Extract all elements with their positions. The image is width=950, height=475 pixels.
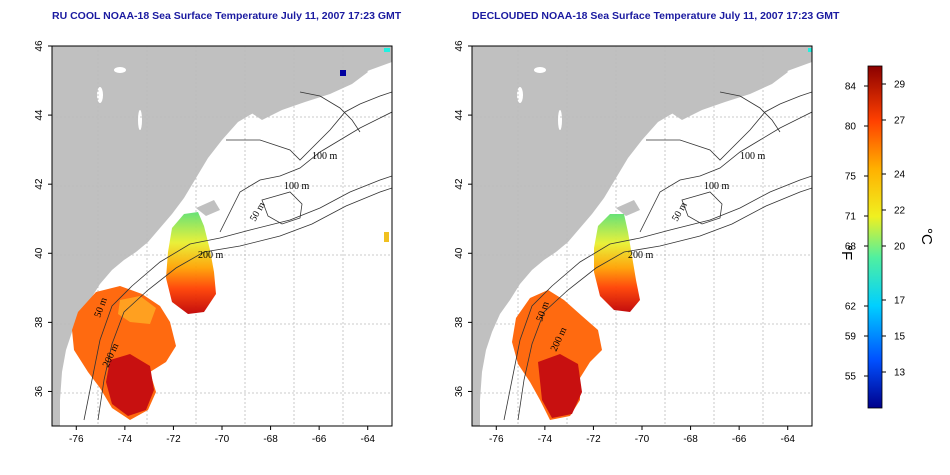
lat-tick-label: 44 — [34, 109, 45, 121]
lon-tick-label: -76 — [69, 434, 84, 445]
right-map-panel: 100 m 100 m 50 m 200 m 50 m 200 m -76 -74… — [454, 40, 813, 445]
lon-tick-label: -64 — [780, 434, 795, 445]
lon-tick-label: -68 — [263, 434, 278, 445]
lon-tick-label: -76 — [489, 434, 504, 445]
lake — [534, 67, 546, 73]
lon-tick-label: -68 — [683, 434, 698, 445]
lon-tick-label: -74 — [538, 434, 553, 445]
land-mass — [472, 46, 812, 426]
celsius-tick-label: 24 — [894, 170, 906, 181]
left-map-panel: 100 m 100 m 50 m 200 m 50 m 200 m -76 -74… — [34, 40, 393, 445]
lake — [558, 110, 562, 130]
fahrenheit-tick-label: 80 — [845, 122, 857, 133]
right-map-title: DECLOUDED NOAA-18 Sea Surface Temperatur… — [472, 10, 840, 22]
lat-tick-label: 36 — [34, 385, 45, 397]
sst-speck — [384, 48, 390, 52]
land-peninsula — [670, 64, 788, 120]
colorbar-gradient — [867, 65, 883, 409]
contour-label-100m-b: 100 m — [284, 181, 310, 192]
lon-tick-label: -74 — [118, 434, 133, 445]
fahrenheit-tick-label: 62 — [845, 302, 857, 313]
lon-tick-label: -66 — [312, 434, 327, 445]
celsius-tick-label: 20 — [894, 242, 906, 253]
celsius-tick-label: 22 — [894, 206, 906, 217]
contour-label-200m-a: 200 m — [628, 250, 654, 261]
sst-speck — [384, 232, 389, 242]
lake — [517, 87, 523, 103]
colorbar-unit-celsius: °C — [918, 228, 935, 245]
lon-tick-label: -70 — [635, 434, 650, 445]
lon-tick-label: -72 — [166, 434, 181, 445]
land-cape — [616, 200, 640, 216]
fahrenheit-tick-label: 68 — [845, 242, 857, 253]
land-cape — [196, 200, 220, 216]
celsius-tick-label: 13 — [894, 368, 906, 379]
lat-tick-label: 46 — [34, 40, 45, 52]
lat-tick-label: 42 — [34, 178, 45, 190]
sst-patch-core — [538, 354, 582, 418]
celsius-tick-label: 27 — [894, 116, 906, 127]
sst-patch-warm — [118, 296, 156, 324]
left-map-ticks: -76 -74 -72 -70 -68 -66 -64 46 44 42 40 38 36 — [34, 40, 375, 445]
celsius-tick-label: 17 — [894, 296, 906, 307]
colorbar: 84 80 75 71 68 62 59 55 29 27 24 22 20 17 15 13 °F °C — [838, 65, 935, 409]
sst-patch-north — [166, 212, 216, 314]
sst-speck — [340, 70, 346, 76]
fahrenheit-tick-label: 55 — [845, 372, 857, 383]
bathymetry-contours — [83, 91, 392, 421]
colorbar-ticks: 84 80 75 71 68 62 59 55 29 27 24 22 20 17 15 13 — [845, 80, 906, 383]
lat-tick-label: 38 — [454, 316, 465, 328]
lake — [138, 110, 142, 130]
fahrenheit-tick-label: 84 — [845, 82, 857, 93]
lon-tick-label: -64 — [360, 434, 375, 445]
contour-label-100m-a: 100 m — [312, 151, 338, 162]
sst-patch-core — [106, 354, 154, 416]
celsius-tick-label: 15 — [894, 332, 906, 343]
lat-tick-label: 40 — [34, 247, 45, 259]
bathymetry-contours — [503, 91, 812, 421]
colorbar-unit-fahrenheit: °F — [838, 245, 855, 260]
lat-tick-label: 46 — [454, 40, 465, 52]
lake — [114, 67, 126, 73]
contour-label-50m-a: 50 m — [670, 200, 690, 223]
right-map-ticks: -76 -74 -72 -70 -68 -66 -64 46 44 42 40 38 36 — [454, 40, 795, 445]
celsius-tick-label: 29 — [894, 80, 906, 91]
contour-label-50m-a: 50 m — [248, 200, 268, 223]
fahrenheit-tick-label: 71 — [845, 212, 857, 223]
left-map-title: RU COOL NOAA-18 Sea Surface Temperature … — [52, 10, 402, 22]
contour-label-200m-a: 200 m — [198, 250, 224, 261]
sst-patch-north — [594, 214, 640, 312]
lon-tick-label: -70 — [215, 434, 230, 445]
land-mass — [52, 46, 392, 426]
lake — [97, 87, 103, 103]
sst-speck — [808, 48, 812, 52]
lon-tick-label: -66 — [732, 434, 747, 445]
lat-tick-label: 42 — [454, 178, 465, 190]
land-peninsula — [250, 64, 368, 120]
lat-tick-label: 40 — [454, 247, 465, 259]
lat-tick-label: 44 — [454, 109, 465, 121]
lat-tick-label: 38 — [34, 316, 45, 328]
lat-tick-label: 36 — [454, 385, 465, 397]
fahrenheit-tick-label: 59 — [845, 332, 857, 343]
contour-label-100m-b: 100 m — [704, 181, 730, 192]
contour-label-100m-a: 100 m — [740, 151, 766, 162]
lon-tick-label: -72 — [586, 434, 601, 445]
fahrenheit-tick-label: 75 — [845, 172, 857, 183]
